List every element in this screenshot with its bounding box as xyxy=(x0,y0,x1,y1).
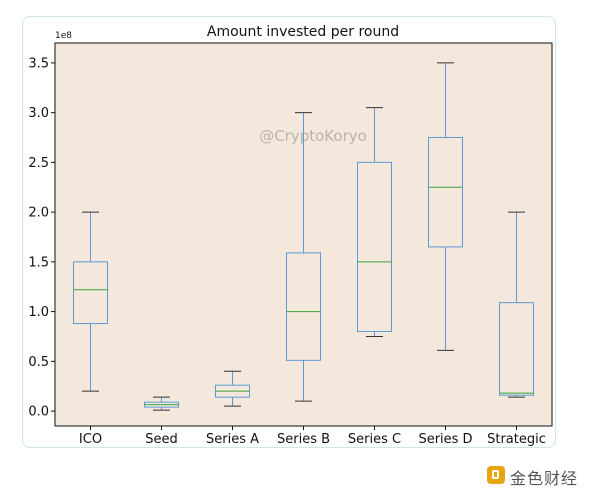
y-axis: 0.0 0.5 1.0 1.5 2.0 2.5 3.0 3.5 xyxy=(28,56,55,420)
x-tick-label: Series C xyxy=(348,432,401,447)
y-tick-label: 2.5 xyxy=(28,156,49,171)
x-tick-label: Seed xyxy=(145,432,178,447)
box-series-a xyxy=(215,370,250,407)
iqr-box xyxy=(499,302,534,396)
x-tick-label: Strategic xyxy=(487,432,546,447)
watermark-text: @CryptoKoryo xyxy=(259,127,367,145)
iqr-box xyxy=(73,261,108,325)
y-axis-exponent-label: 1e8 xyxy=(55,31,72,41)
x-tick-label: Series B xyxy=(277,432,330,447)
x-tick-label: Series D xyxy=(418,432,472,447)
iqr-box xyxy=(428,137,463,248)
brand-logo-icon xyxy=(487,466,505,484)
y-tick-label: 0.0 xyxy=(28,405,49,420)
box-strategic xyxy=(499,211,534,398)
box-ico xyxy=(73,211,108,392)
brand-text: 金色财经 xyxy=(510,469,579,488)
iqr-box xyxy=(357,161,392,332)
chart-title: Amount invested per round xyxy=(207,24,399,40)
box-series-c xyxy=(357,107,392,337)
y-tick-label: 3.5 xyxy=(28,56,49,71)
y-tick-label: 3.0 xyxy=(28,106,49,121)
box-series-b xyxy=(286,112,321,402)
x-tick-label: Series A xyxy=(206,432,259,447)
y-tick-label: 2.0 xyxy=(28,206,49,221)
iqr-box xyxy=(286,252,321,361)
x-axis: ICO Seed Series A Series B Series C Series D S… xyxy=(79,426,546,447)
x-tick-label: ICO xyxy=(79,432,102,447)
box-seed xyxy=(144,396,179,411)
boxes-group xyxy=(73,62,534,411)
box-series-d xyxy=(428,62,463,351)
y-tick-label: 1.0 xyxy=(28,305,49,320)
y-tick-label: 1.5 xyxy=(28,255,49,270)
y-tick-label: 0.5 xyxy=(28,355,49,370)
